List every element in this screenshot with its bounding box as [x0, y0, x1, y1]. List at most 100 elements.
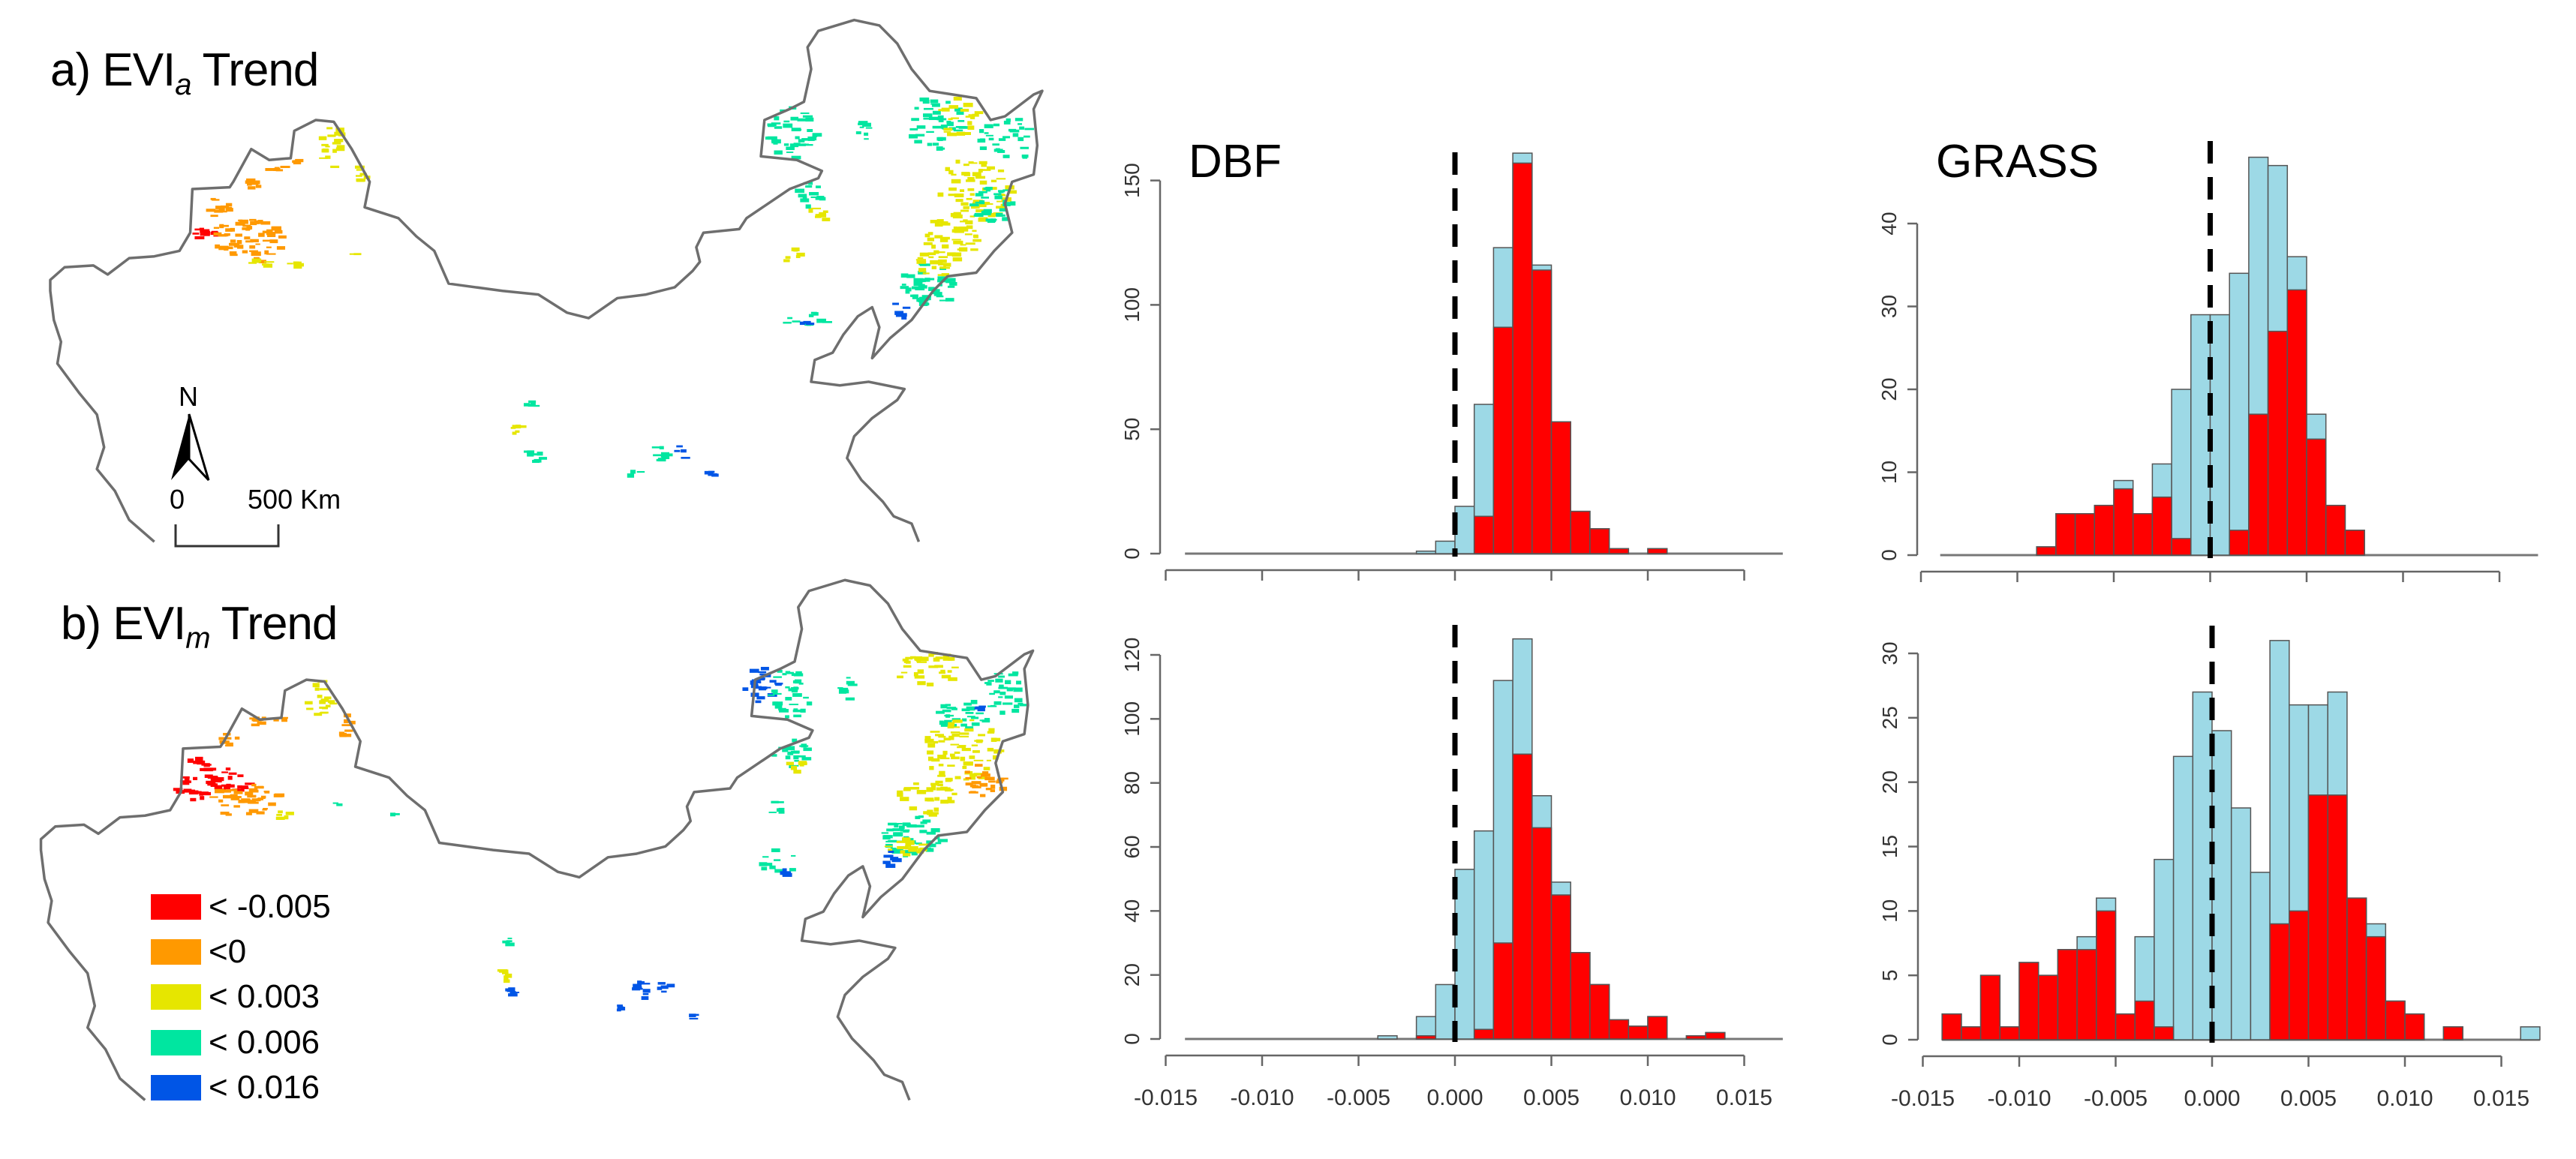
map-b-title-subscript: m: [185, 622, 210, 655]
map-pixel: [935, 842, 942, 845]
map-pixel: [803, 696, 809, 699]
map-pixel: [926, 831, 936, 835]
map-pixel: [786, 152, 794, 153]
map-pixel: [978, 191, 987, 194]
map-pixel: [319, 157, 328, 159]
map-pixel: [953, 129, 963, 132]
map-pixel: [184, 780, 191, 783]
map-pixel: [960, 189, 965, 192]
map-pixel: [959, 735, 969, 738]
map-pixel: [928, 256, 934, 259]
map-pixel: [965, 726, 974, 730]
map-pixel: [274, 793, 285, 797]
map-pixel: [321, 143, 329, 146]
map-pixel: [330, 165, 340, 168]
map-pixel: [883, 854, 894, 858]
map-pixel: [960, 244, 966, 246]
map-pixel: [933, 250, 939, 254]
map-pixel: [937, 783, 943, 787]
map-pixel: [936, 251, 945, 254]
map-pixel: [845, 697, 855, 701]
scale-bar: [174, 524, 280, 548]
map-pixel: [987, 680, 994, 682]
map-pixel: [769, 680, 777, 683]
map-pixel: [767, 136, 777, 140]
map-pixel: [931, 266, 937, 269]
map-pixel: [807, 136, 817, 141]
histogram-bar-significant: [1961, 1026, 1982, 1040]
x-tick-label: 0.000: [1426, 1085, 1483, 1110]
map-pixel: [953, 226, 958, 230]
map-pixel: [936, 295, 944, 298]
map-pixel: [224, 233, 230, 236]
map-pixel: [795, 136, 800, 140]
map-pixel: [778, 810, 785, 814]
map-pixel: [998, 696, 1003, 698]
map-pixel: [987, 747, 994, 752]
map-pixel: [969, 719, 975, 722]
map-pixel: [798, 755, 806, 758]
map-pixel-cluster: [938, 96, 984, 137]
map-pixel: [934, 734, 944, 737]
map-pixel: [221, 771, 228, 773]
map-pixel: [888, 848, 893, 851]
map-pixel: [928, 116, 939, 121]
map-pixel: [908, 848, 918, 852]
map-pixel-cluster: [510, 425, 527, 435]
map-pixel: [981, 197, 990, 199]
map-pixel: [213, 232, 222, 236]
map-pixel: [972, 234, 978, 239]
map-pixel: [903, 665, 912, 668]
map-pixel-cluster: [523, 450, 548, 464]
map-pixel: [785, 256, 791, 259]
map-pixel: [901, 316, 907, 320]
map-pixel: [1023, 135, 1030, 138]
map-pixel: [954, 193, 964, 198]
map-pixel: [245, 782, 255, 785]
map-pixel: [759, 673, 768, 676]
legend-swatch: [151, 984, 201, 1010]
map-pixel: [960, 723, 967, 727]
map-pixel: [919, 656, 929, 662]
map-pixel: [975, 193, 984, 197]
map-pixel: [327, 134, 336, 137]
map-pixel: [790, 116, 799, 121]
map-pixel: [968, 791, 978, 794]
map-pixel: [976, 776, 982, 779]
histogram-bar-significant: [2055, 513, 2076, 556]
map-pixel: [275, 169, 284, 172]
map-pixel: [855, 131, 861, 134]
map-pixel: [945, 101, 951, 104]
map-pixel: [992, 737, 1001, 742]
map-pixel: [995, 678, 1003, 683]
map-pixel: [996, 212, 1003, 217]
map-pixel: [262, 230, 269, 234]
y-tick-label: 40: [1120, 899, 1144, 923]
map-pixel: [808, 209, 813, 213]
histogram-bar-significant: [1512, 753, 1533, 1040]
map-pixel: [965, 776, 972, 779]
map-pixel: [775, 683, 782, 686]
map-pixel: [946, 122, 954, 127]
map-pixel: [999, 710, 1005, 715]
map-pixel: [774, 705, 783, 709]
histogram-bar-significant: [2442, 1026, 2463, 1040]
map-pixel: [651, 446, 660, 449]
map-pixel: [822, 218, 831, 221]
map-pixel: [263, 807, 268, 810]
map-pixel: [970, 248, 978, 251]
map-pixel: [951, 173, 957, 176]
map-pixel: [985, 788, 992, 791]
y-tick-label: 20: [1878, 770, 1901, 794]
map-pixel: [846, 680, 855, 685]
map-pixel: [970, 716, 979, 719]
map-pixel: [803, 747, 812, 752]
map-pixel: [917, 284, 925, 287]
map-pixel: [939, 299, 948, 302]
map-pixel: [782, 749, 789, 752]
map-pixel: [906, 838, 911, 840]
map-pixel: [902, 658, 909, 662]
map-pixel: [892, 828, 900, 831]
map-pixel: [998, 194, 1006, 197]
y-tick-label: 30: [1878, 641, 1901, 665]
